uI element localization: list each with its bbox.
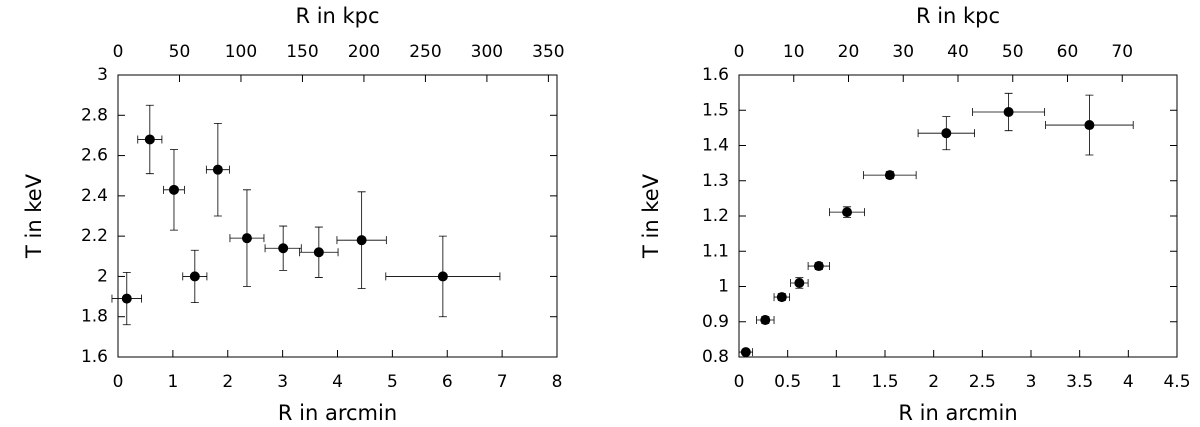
data-point xyxy=(794,277,805,288)
data-point xyxy=(437,271,448,282)
x2-tick-label: 40 xyxy=(947,42,969,62)
data-point xyxy=(776,292,787,303)
y-tick-label: 2 xyxy=(97,266,108,286)
x2-tick-label: 150 xyxy=(286,42,318,62)
y-tick-label: 2.8 xyxy=(81,105,108,125)
y-tick-label: 1 xyxy=(718,277,729,297)
data-point xyxy=(1003,107,1014,118)
x-tick-label: 2 xyxy=(222,372,233,392)
y-tick-label: 3 xyxy=(97,65,108,85)
data-point xyxy=(813,261,824,272)
x2-axis-label: R in kpc xyxy=(295,4,379,28)
y-tick-label: 1.3 xyxy=(702,171,729,191)
plot-frame xyxy=(738,74,1178,358)
y-tick-label: 0.9 xyxy=(702,312,729,332)
x2-tick-label: 50 xyxy=(1002,42,1024,62)
x-tick-label: 8 xyxy=(552,372,563,392)
y-axis-label: T in keV xyxy=(639,173,663,259)
data-point xyxy=(278,243,289,254)
x2-tick-label: 0 xyxy=(113,42,124,62)
x2-tick-label: 100 xyxy=(225,42,257,62)
y-tick-label: 2.6 xyxy=(81,146,108,166)
x-tick-label: 1.5 xyxy=(871,372,898,392)
data-point xyxy=(356,235,367,246)
x-tick-label: 4.5 xyxy=(1163,372,1190,392)
y-tick-label: 1.4 xyxy=(702,136,729,156)
x-tick-label: 0.5 xyxy=(774,372,801,392)
data-point xyxy=(121,293,132,304)
y-tick-label: 1.1 xyxy=(702,241,729,261)
x-tick-label: 1 xyxy=(831,372,842,392)
plot-frame xyxy=(117,74,558,358)
data-point xyxy=(241,233,252,244)
x2-axis-label: R in kpc xyxy=(916,4,1000,28)
y-tick-label: 2.4 xyxy=(81,186,108,206)
data-point xyxy=(168,184,179,195)
x-tick-label: 0 xyxy=(113,372,124,392)
data-point xyxy=(1084,120,1095,131)
x-tick-label: 0 xyxy=(734,372,745,392)
x-tick-label: 3.5 xyxy=(1066,372,1093,392)
x-tick-label: 6 xyxy=(442,372,453,392)
data-point xyxy=(740,347,751,358)
x2-tick-label: 250 xyxy=(409,42,441,62)
y-tick-label: 1.6 xyxy=(81,347,108,367)
x-tick-label: 2.5 xyxy=(969,372,996,392)
y-tick-label: 1.8 xyxy=(81,307,108,327)
x-tick-label: 2 xyxy=(928,372,939,392)
x2-tick-label: 50 xyxy=(169,42,191,62)
y-tick-label: 0.8 xyxy=(702,347,729,367)
x-tick-label: 5 xyxy=(387,372,398,392)
x-tick-label: 4 xyxy=(1123,372,1134,392)
x-tick-label: 3 xyxy=(277,372,288,392)
x-tick-label: 1 xyxy=(167,372,178,392)
x2-tick-label: 200 xyxy=(348,42,380,62)
data-point xyxy=(189,271,200,282)
x2-tick-label: 300 xyxy=(471,42,503,62)
x2-tick-label: 20 xyxy=(838,42,860,62)
data-point xyxy=(941,128,952,139)
x-axis-label: R in arcmin xyxy=(898,401,1017,425)
y-tick-label: 1.2 xyxy=(702,206,729,226)
data-point xyxy=(144,134,155,145)
x-axis-label: R in arcmin xyxy=(278,401,397,425)
x2-tick-label: 70 xyxy=(1111,42,1133,62)
data-point xyxy=(884,170,895,181)
data-point xyxy=(842,207,853,218)
y-tick-label: 1.6 xyxy=(702,65,729,85)
y-axis-label: T in keV xyxy=(22,173,46,259)
x-tick-label: 7 xyxy=(497,372,508,392)
data-point xyxy=(313,247,324,258)
x2-tick-label: 0 xyxy=(734,42,745,62)
data-point xyxy=(212,164,223,175)
x-tick-label: 3 xyxy=(1026,372,1037,392)
data-point xyxy=(760,314,771,325)
x2-tick-label: 30 xyxy=(892,42,914,62)
y-tick-label: 1.5 xyxy=(702,100,729,120)
x-tick-label: 4 xyxy=(332,372,343,392)
x2-tick-label: 350 xyxy=(532,42,564,62)
x2-tick-label: 10 xyxy=(783,42,805,62)
y-tick-label: 2.2 xyxy=(81,226,108,246)
x2-tick-label: 60 xyxy=(1057,42,1079,62)
